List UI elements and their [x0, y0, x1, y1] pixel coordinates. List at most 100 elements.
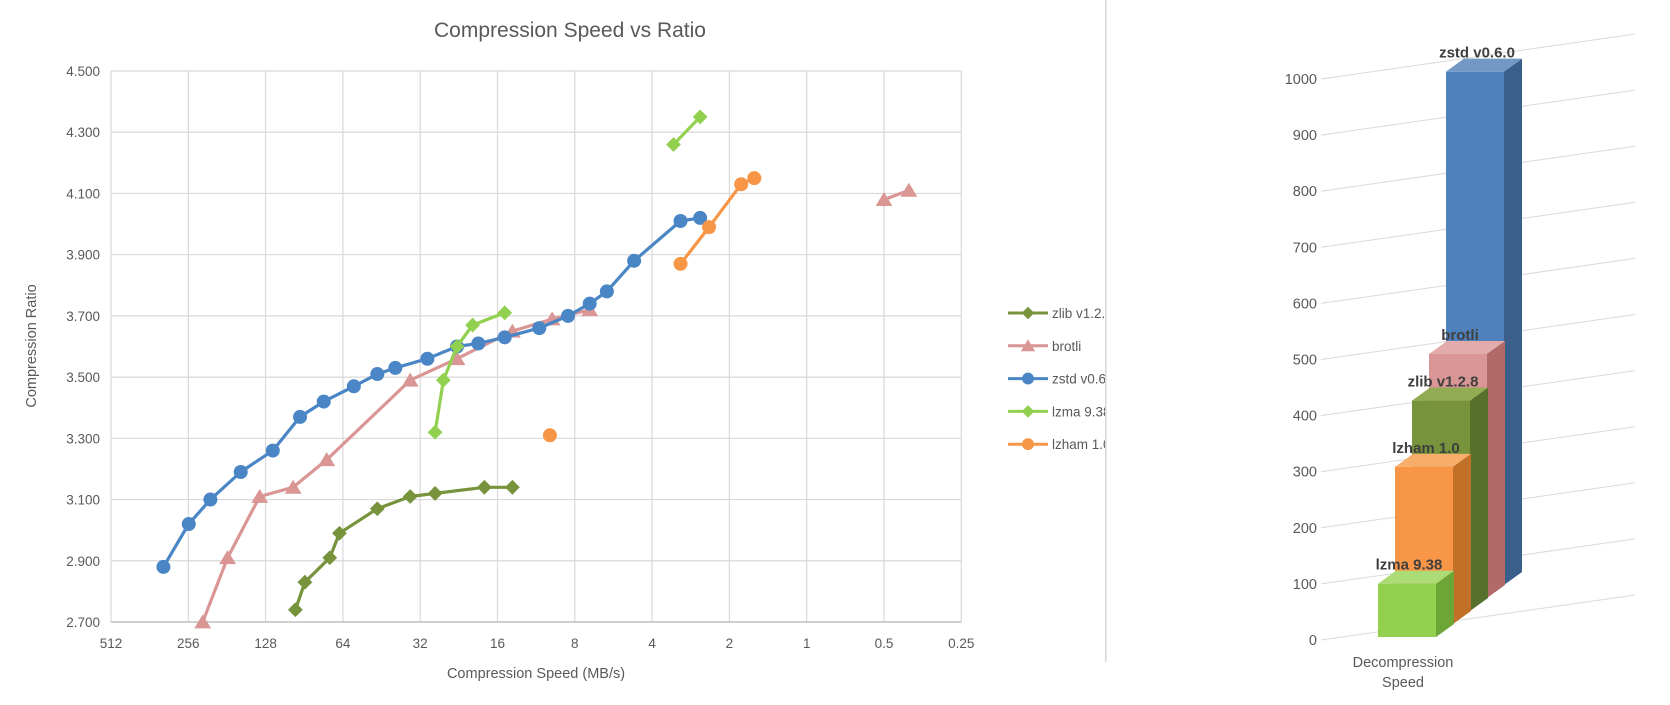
decompression-bar-chart: zstd v0.6.0 brotli zlib v1.2.8 lzham 1.0 lzm…	[1105, 0, 1636, 691]
bar-y-tick-label: 400	[1293, 409, 1317, 425]
data-point-diamond	[427, 424, 443, 440]
bar-y-tick-label: 800	[1293, 184, 1317, 200]
series-zstd	[156, 210, 708, 574]
data-point-circle	[673, 213, 688, 228]
data-point-triangle	[251, 488, 269, 503]
bar-lzma: lzma 9.38	[1376, 557, 1454, 637]
data-point-triangle	[401, 372, 419, 387]
data-point-circle	[265, 443, 280, 458]
data-point-diamond	[692, 109, 708, 125]
x-tick-label: 32	[413, 636, 428, 651]
legend-label: zlib v1.2.8	[1052, 306, 1105, 321]
data-point-circle	[471, 336, 486, 351]
data-point-triangle	[1020, 339, 1036, 352]
y-tick-label: 2.900	[66, 554, 100, 569]
bars: zstd v0.6.0 brotli zlib v1.2.8 lzham 1.0 lzm…	[1376, 45, 1522, 637]
bar-side-face	[1504, 58, 1522, 586]
bar-y-tick-label: 0	[1309, 633, 1317, 649]
y-tick-label: 4.300	[66, 125, 100, 140]
data-point-diamond	[332, 525, 347, 541]
scatter-tick-labels: 512 256 128 64 32 16 8 4 2 1 0.5 0.25 2.700 2.900 3.10…	[66, 64, 974, 651]
y-tick-label: 3.100	[66, 493, 100, 508]
bar-y-tick-label: 600	[1293, 296, 1317, 312]
data-point-diamond	[287, 602, 303, 618]
data-point-diamond	[1021, 405, 1035, 418]
legend-item-zstd: zstd v0.6.0	[1008, 372, 1105, 387]
x-tick-label: 64	[335, 636, 351, 651]
x-tick-label: 512	[100, 636, 123, 651]
chart-legend: zlib v1.2.8 brotli zstd v0.6.0 lzma 9.38 lzh…	[1008, 306, 1105, 452]
y-tick-label: 2.700	[66, 615, 100, 630]
data-point-triangle	[875, 191, 893, 206]
data-point-circle	[627, 253, 642, 268]
x-tick-label: 0.25	[948, 636, 974, 651]
y-tick-label: 3.500	[66, 370, 100, 385]
bar-top-face	[1395, 453, 1471, 467]
data-point-triangle	[284, 479, 302, 494]
legend-label: lzham 1.0	[1052, 437, 1105, 452]
legend-item-zlib: zlib v1.2.8	[1008, 306, 1105, 321]
data-point-circle	[293, 409, 308, 424]
data-point-circle	[1022, 438, 1034, 451]
x-tick-label: 2	[726, 636, 734, 651]
x-axis-title: Compression Speed (MB/s)	[447, 666, 625, 682]
data-point-diamond	[369, 501, 385, 517]
data-point-circle	[561, 308, 576, 323]
bar-gridline	[1320, 33, 1636, 80]
bar-category-label-line1: Decompression	[1353, 655, 1454, 671]
x-tick-label: 128	[254, 636, 277, 651]
data-point-triangle	[318, 452, 336, 467]
bar-value-label: lzham 1.0	[1392, 440, 1460, 457]
x-tick-label: 8	[571, 636, 579, 651]
bar-side-face	[1436, 570, 1454, 637]
data-point-diamond	[449, 339, 465, 354]
bar-front-face	[1378, 583, 1436, 637]
series-line	[293, 485, 515, 612]
bar-top-face	[1446, 58, 1522, 72]
data-point-circle	[599, 284, 614, 299]
bar-gridline	[1320, 594, 1636, 641]
data-point-circle	[693, 210, 708, 225]
bar-category-label-line2: Speed	[1382, 675, 1424, 691]
x-tick-label: 256	[177, 636, 200, 651]
series-line	[433, 311, 507, 434]
legend-label: lzma 9.38	[1052, 404, 1105, 419]
series-zlib	[287, 479, 520, 618]
legend-item-lzham: lzham 1.0	[1008, 437, 1105, 452]
data-point-triangle	[448, 351, 466, 366]
data-point-diamond	[1021, 306, 1035, 320]
data-point-triangle	[900, 182, 918, 197]
y-axis-title: Compression Ratio	[24, 284, 40, 407]
data-point-circle	[747, 171, 762, 186]
bar-side-face	[1487, 340, 1505, 598]
x-tick-label: 16	[490, 636, 505, 651]
series-line	[671, 115, 702, 147]
scatter-gridlines	[110, 70, 962, 623]
bar-y-tick-label: 700	[1293, 240, 1317, 256]
bar-y-tick-label: 100	[1293, 577, 1317, 593]
series-line	[161, 216, 702, 569]
data-point-triangle	[194, 614, 212, 629]
data-point-circle	[542, 428, 557, 443]
bar-side-face	[1453, 453, 1471, 624]
x-tick-label: 1	[803, 636, 811, 651]
chart-title: Compression Speed vs Ratio	[434, 19, 706, 42]
data-point-circle	[673, 256, 688, 271]
data-point-circle	[702, 220, 717, 235]
legend-label: zstd v0.6.0	[1052, 372, 1105, 387]
data-point-circle	[420, 351, 435, 366]
scatter-series	[156, 109, 918, 629]
data-point-diamond	[497, 305, 513, 321]
data-point-diamond	[322, 550, 338, 566]
x-tick-label: 0.5	[875, 636, 894, 651]
y-tick-label: 4.100	[66, 186, 100, 201]
compression-scatter-chart: 512 256 128 64 32 16 8 4 2 1 0.5 0.25 2.700 2.900 3.10…	[24, 19, 1105, 682]
data-point-diamond	[504, 479, 520, 495]
data-point-diamond	[402, 489, 418, 504]
data-point-circle	[181, 517, 196, 532]
data-point-diamond	[465, 317, 481, 333]
data-point-circle	[346, 379, 361, 394]
y-tick-label: 3.700	[66, 309, 100, 324]
data-point-circle	[316, 394, 331, 409]
